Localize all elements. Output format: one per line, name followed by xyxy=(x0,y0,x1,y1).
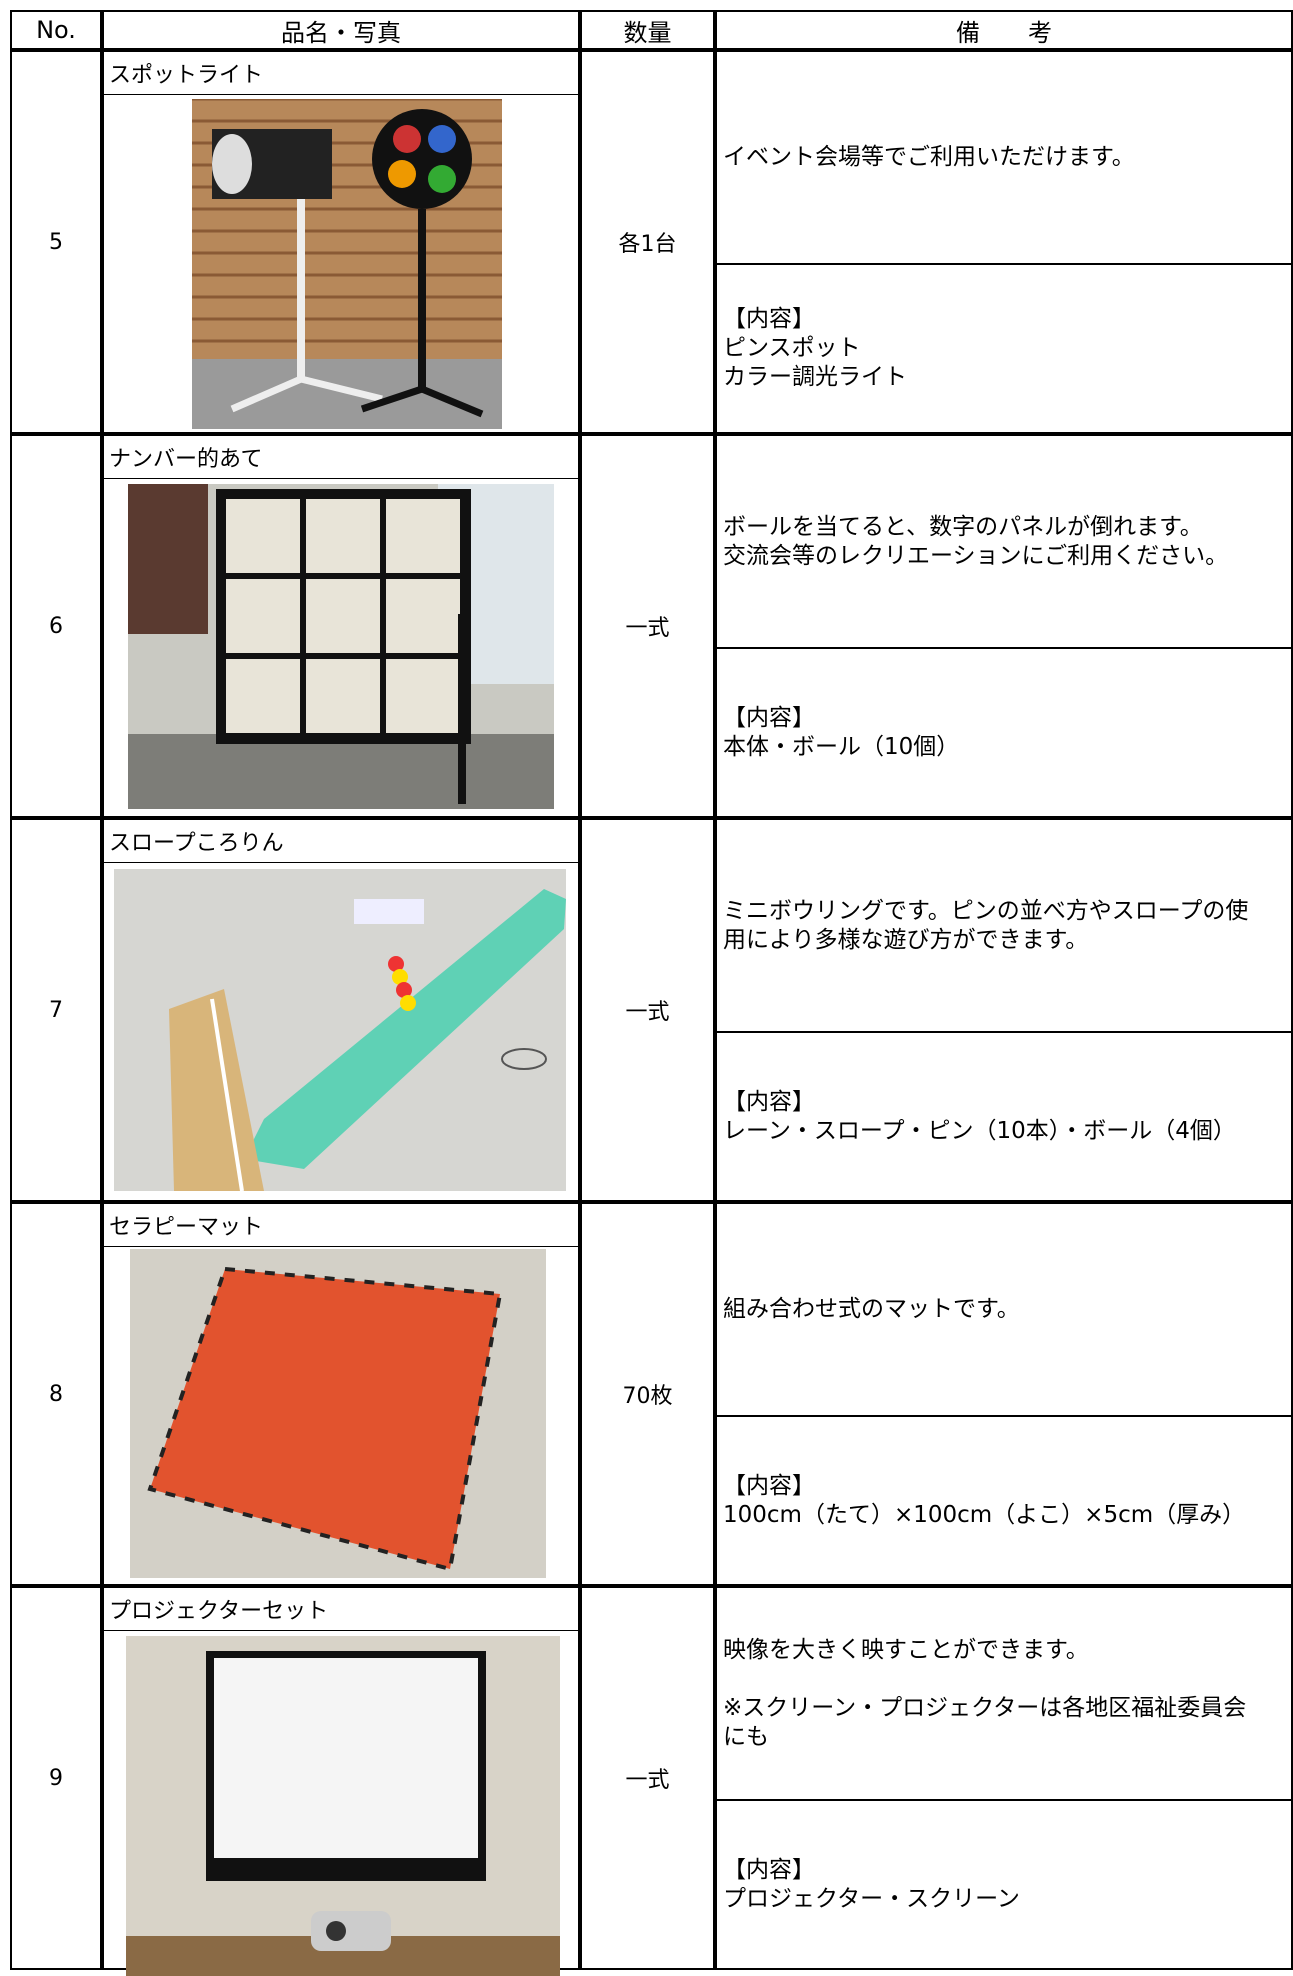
row-no: 6 xyxy=(10,434,102,818)
contents: 【内容】 プロジェクター・スクリーン xyxy=(715,1800,1293,1970)
note: ボールを当てると、数字のパネルが倒れます。 交流会等のレクリエーションにご利用くだ… xyxy=(715,434,1293,648)
note-line: 組み合わせ式のマットです。 xyxy=(723,1296,1020,1322)
item-photo xyxy=(128,484,554,809)
note-line: 交流会等のレクリエーションにご利用ください。 xyxy=(723,542,1229,569)
row-no: 7 xyxy=(10,818,102,1202)
note-line: ミニボウリングです。ピンの並べ方やスロープの使 xyxy=(723,897,1249,924)
contents-line: カラー調光ライト xyxy=(723,364,907,390)
quantity: 一式 xyxy=(580,1586,715,1970)
contents-label: 【内容】 xyxy=(723,306,815,332)
contents-label: 【内容】 xyxy=(723,1472,815,1499)
item-name: セラピーマット xyxy=(102,1202,580,1247)
item-cell xyxy=(102,1202,580,1586)
note-line: 用により多様な遊び方ができます。 xyxy=(723,926,1089,953)
item-name: ナンバー的あて xyxy=(102,434,580,479)
item-cell xyxy=(102,818,580,1202)
quantity: 70枚 xyxy=(580,1202,715,1586)
contents: 【内容】 本体・ボール（10個） xyxy=(715,648,1293,818)
note-line: にも xyxy=(723,1723,769,1750)
note: イベント会場等でご利用いただけます。 xyxy=(715,50,1293,264)
contents: 【内容】 100cm（たて）×100cm（よこ）×5cm（厚み） xyxy=(715,1416,1293,1586)
row-no: 8 xyxy=(10,1202,102,1586)
item-cell xyxy=(102,434,580,818)
contents-label: 【内容】 xyxy=(723,1088,815,1115)
quantity: 各1台 xyxy=(580,50,715,434)
contents: 【内容】 レーン・スロープ・ピン（10本）・ボール（4個） xyxy=(715,1032,1293,1202)
contents-line: レーン・スロープ・ピン（10本）・ボール（4個） xyxy=(723,1117,1236,1144)
contents-line: 本体・ボール（10個） xyxy=(723,733,960,760)
contents-line: 100cm（たて）×100cm（よこ）×5cm（厚み） xyxy=(723,1501,1246,1528)
item-photo xyxy=(126,1636,560,1976)
item-name: スポットライト xyxy=(102,50,580,95)
contents-label: 【内容】 xyxy=(723,1856,815,1883)
note: 組み合わせ式のマットです。 xyxy=(715,1202,1293,1416)
row-no: 5 xyxy=(10,50,102,434)
item-cell xyxy=(102,50,580,434)
row-no: 9 xyxy=(10,1586,102,1970)
header-no: No. xyxy=(10,10,102,50)
note-line: 映像を大きく映すことができます。 xyxy=(723,1636,1089,1663)
header-item: 品名・写真 xyxy=(102,10,580,50)
note-line: イベント会場等でご利用いただけます。 xyxy=(723,144,1135,170)
item-photo xyxy=(192,99,502,429)
header-qty: 数量 xyxy=(580,10,715,50)
contents-label: 【内容】 xyxy=(723,704,815,731)
item-photo xyxy=(114,869,566,1191)
contents-line: ピンスポット xyxy=(723,335,861,361)
item-name: プロジェクターセット xyxy=(102,1586,580,1631)
note: 映像を大きく映すことができます。 ※スクリーン・プロジェクターは各地区福祉委員会に… xyxy=(715,1586,1293,1800)
contents: 【内容】ピンスポットカラー調光ライト xyxy=(715,264,1293,434)
item-name: スロープころりん xyxy=(102,818,580,863)
quantity: 一式 xyxy=(580,434,715,818)
note-line xyxy=(723,1665,1291,1694)
contents-line: プロジェクター・スクリーン xyxy=(723,1885,1020,1912)
note-line: ※スクリーン・プロジェクターは各地区福祉委員会 xyxy=(723,1694,1247,1721)
note-line: ボールを当てると、数字のパネルが倒れます。 xyxy=(723,513,1203,540)
note: ミニボウリングです。ピンの並べ方やスロープの使 用により多様な遊び方ができます。 xyxy=(715,818,1293,1032)
header-note: 備 考 xyxy=(715,10,1293,50)
item-photo xyxy=(130,1249,546,1578)
quantity: 一式 xyxy=(580,818,715,1202)
